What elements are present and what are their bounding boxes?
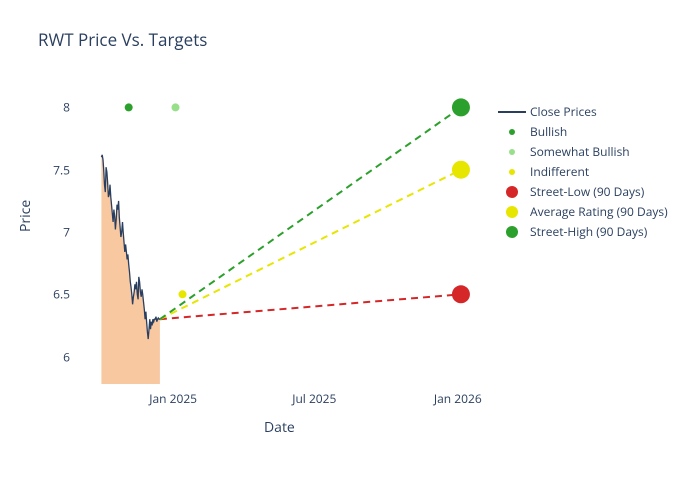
legend-item[interactable]: Somewhat Bullish — [498, 143, 668, 160]
average-projection-line — [160, 170, 461, 320]
indifferent-rating-dot — [179, 290, 187, 298]
legend-item[interactable]: Street-High (90 Days) — [498, 223, 668, 240]
legend-swatch — [498, 185, 526, 199]
y-tick: 6 — [63, 348, 70, 365]
y-tick: 6.5 — [53, 286, 70, 303]
legend-swatch — [498, 165, 526, 179]
legend-swatch — [498, 205, 526, 219]
street-high-projection-line — [160, 107, 461, 319]
legend-swatch — [498, 125, 526, 139]
bullish-rating-dot — [125, 103, 133, 111]
legend-label: Close Prices — [530, 103, 597, 120]
legend-label: Street-High (90 Days) — [530, 223, 647, 240]
legend-item[interactable]: Street-Low (90 Days) — [498, 183, 668, 200]
legend-item[interactable]: Average Rating (90 Days) — [498, 203, 668, 220]
average-target-dot — [452, 161, 470, 179]
y-axis-label: Price — [16, 200, 35, 232]
x-axis-label: Date — [264, 418, 295, 437]
x-tick: Jan 2026 — [434, 390, 482, 407]
somewhat-bullish-rating-dot — [171, 103, 179, 111]
legend-dot-icon — [506, 186, 518, 198]
chart-container: RWT Price Vs. Targets Price Date 6 6.5 7 7.… — [0, 0, 700, 500]
y-tick: 7.5 — [53, 161, 70, 178]
legend-label: Indifferent — [530, 163, 589, 180]
legend-dot-icon — [506, 226, 518, 238]
legend-item[interactable]: Close Prices — [498, 103, 668, 120]
legend-dot-icon — [506, 206, 518, 218]
street-low-projection-line — [160, 294, 461, 319]
legend-item[interactable]: Bullish — [498, 123, 668, 140]
x-tick: Jan 2025 — [149, 390, 197, 407]
legend-dot-icon — [509, 149, 515, 155]
legend: Close Prices Bullish Somewhat Bullish Indif… — [498, 103, 668, 243]
legend-item[interactable]: Indifferent — [498, 163, 668, 180]
legend-dot-icon — [509, 129, 515, 135]
y-tick: 7 — [63, 224, 70, 241]
legend-dot-icon — [509, 169, 515, 175]
legend-label: Average Rating (90 Days) — [530, 203, 668, 220]
legend-label: Bullish — [530, 123, 567, 140]
legend-line-icon — [498, 111, 526, 113]
x-tick: Jul 2025 — [292, 390, 336, 407]
street-low-target-dot — [452, 285, 470, 303]
legend-swatch — [498, 225, 526, 239]
y-tick: 8 — [63, 99, 70, 116]
legend-label: Street-Low (90 Days) — [530, 183, 644, 200]
legend-swatch — [498, 105, 526, 119]
street-high-target-dot — [452, 98, 470, 116]
legend-label: Somewhat Bullish — [530, 143, 630, 160]
legend-swatch — [498, 145, 526, 159]
plot-area — [78, 80, 482, 384]
chart-title: RWT Price Vs. Targets — [38, 28, 207, 51]
